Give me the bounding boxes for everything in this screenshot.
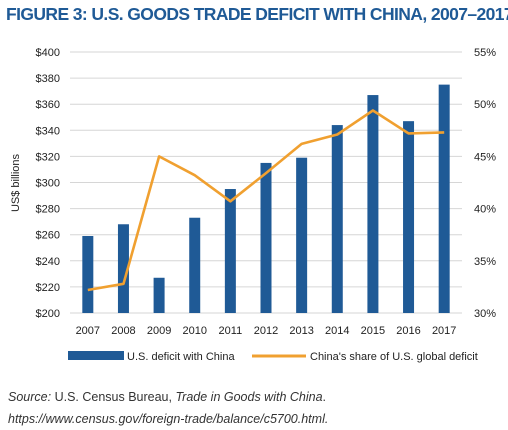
legend-bar-swatch (68, 351, 124, 360)
y-tick-label: $240 (36, 256, 60, 268)
y-axis-right-ticks: 30% 35% 40% 45% 50% 55% (474, 47, 496, 320)
source-title: Trade in Goods with China (175, 390, 323, 404)
bar-2015 (367, 95, 379, 313)
y2-tick-label: 45% (474, 151, 496, 163)
x-axis-ticks: 2007 2008 2009 2010 2011 2012 2013 2014 2015 2016… (76, 325, 457, 337)
y2-tick-label: 30% (474, 308, 496, 320)
x-tick-label: 2008 (111, 325, 135, 337)
x-tick-label: 2010 (182, 325, 206, 337)
legend-bar-label: U.S. deficit with China (127, 351, 235, 363)
x-tick-label: 2013 (289, 325, 313, 337)
y2-tick-label: 50% (474, 99, 496, 111)
y-tick-label: $320 (36, 151, 60, 163)
source-prefix: Source: (8, 390, 52, 404)
chart-title: FIGURE 3: U.S. GOODS TRADE DEFICIT WITH … (6, 4, 508, 24)
bar-2010 (189, 217, 201, 313)
y-tick-label: $380 (36, 73, 60, 85)
legend: U.S. deficit with China China's share of… (68, 351, 478, 363)
x-tick-label: 2011 (219, 325, 243, 337)
x-tick-label: 2007 (76, 325, 100, 337)
y-tick-label: $300 (36, 178, 60, 190)
x-tick-label: 2017 (432, 325, 456, 337)
x-tick-label: 2009 (147, 325, 171, 337)
legend-line-label: China's share of U.S. global deficit (310, 351, 478, 363)
y-tick-label: $360 (36, 99, 60, 111)
x-tick-label: 2015 (361, 325, 385, 337)
bar-2011 (224, 189, 236, 313)
y-tick-label: $200 (36, 308, 60, 320)
source-text-end: . (322, 390, 327, 404)
bar-2016 (403, 121, 415, 313)
chart-area: $200 $220 $240 $260 $280 $300 $320 $340 $360 $380… (10, 47, 496, 363)
y2-tick-label: 35% (474, 256, 496, 268)
source-note: Source: U.S. Census Bureau, Trade in Goo… (8, 386, 504, 430)
bar-2017 (438, 84, 450, 313)
bar-2013 (296, 157, 308, 313)
y-axis-left-ticks: $200 $220 $240 $260 $280 $300 $320 $340 $360 $380… (36, 47, 60, 320)
y-axis-label: US$ billions (10, 153, 22, 212)
y-tick-label: $260 (36, 230, 60, 242)
y-tick-label: $280 (36, 204, 60, 216)
bar-series (82, 84, 450, 313)
source-text: U.S. Census Bureau, (51, 390, 176, 404)
y-tick-label: $220 (36, 282, 60, 294)
x-tick-label: 2016 (396, 325, 420, 337)
source-url: https://www.census.gov/foreign-trade/bal… (8, 412, 329, 426)
y2-tick-label: 40% (474, 204, 496, 216)
x-tick-label: 2014 (325, 325, 349, 337)
bar-2007 (82, 236, 94, 313)
bar-2012 (260, 162, 272, 313)
bar-2014 (331, 125, 343, 313)
bar-2008 (117, 224, 129, 313)
bar-2009 (153, 277, 165, 313)
x-tick-label: 2012 (254, 325, 278, 337)
y2-tick-label: 55% (474, 47, 496, 59)
y-tick-label: $340 (36, 125, 60, 137)
share-line (87, 109, 445, 292)
y-tick-label: $400 (36, 47, 60, 59)
source-line: Source: U.S. Census Bureau, Trade in Goo… (8, 386, 504, 408)
